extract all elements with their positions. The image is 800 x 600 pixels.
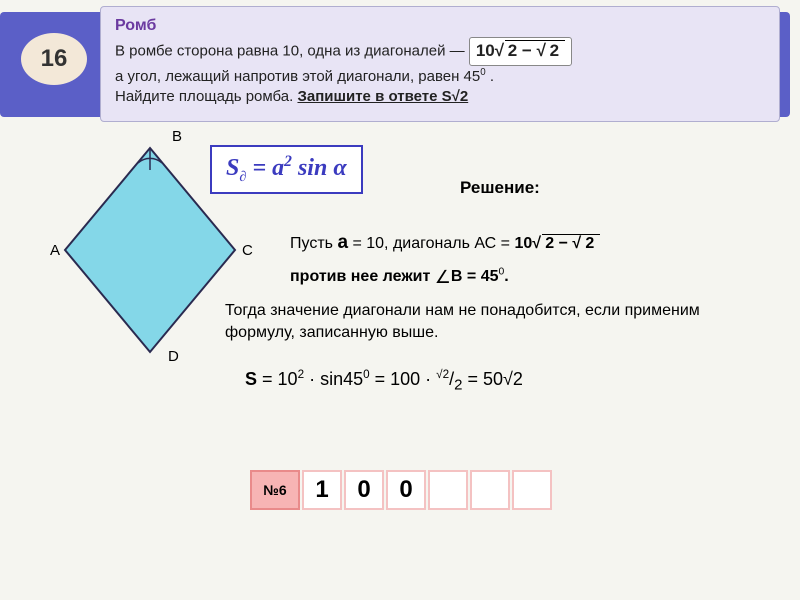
solution-body: Пусть а = 10, диагональ АС = 102 − 2 про… — [290, 230, 760, 288]
sol-diag-formula: 102 − 2 — [514, 235, 600, 252]
sol-p1b: = 10, диагональ АС = — [348, 235, 514, 252]
sol-p2tail: . — [504, 268, 508, 285]
sol-p2a: против нее лежит — [290, 268, 435, 285]
vertex-c: C — [242, 242, 253, 259]
answer-cell-2[interactable]: 0 — [344, 470, 384, 510]
solution-label: Решение: — [460, 178, 540, 198]
problem-line-3a: Найдите площадь ромба. — [115, 88, 297, 105]
solution-then: Тогда значение диагонали нам не понадоби… — [225, 300, 760, 343]
problem-line-3: Найдите площадь ромба. Запишите в ответе… — [115, 87, 765, 107]
diagonal-formula-chip: 102 − 2 — [469, 37, 572, 66]
vertex-a: A — [50, 242, 60, 259]
problem-line-1-text: В ромбе сторона равна 10, одна из диагон… — [115, 42, 465, 59]
problem-line-1: В ромбе сторона равна 10, одна из диагон… — [115, 37, 765, 66]
answer-row: №6 1 0 0 — [250, 470, 554, 510]
sol-var-a: а — [337, 232, 348, 253]
answer-cell-3[interactable]: 0 — [386, 470, 426, 510]
answer-cell-1[interactable]: 1 — [302, 470, 342, 510]
sol-p2b: В = 45 — [451, 268, 499, 285]
answer-cell-5[interactable] — [470, 470, 510, 510]
problem-line-2: а угол, лежащий напротив этой диагонали,… — [115, 66, 765, 87]
answer-cell-6[interactable] — [512, 470, 552, 510]
s-computation: S = 102 · sin450 = 100 · √2/2 = 50√2 — [245, 368, 523, 394]
problem-number: 16 — [41, 45, 68, 73]
vertex-d: D — [168, 348, 179, 365]
problem-line-3b: Запишите в ответе S√2 — [297, 88, 468, 105]
problem-line-2-text: а угол, лежащий напротив этой диагонали,… — [115, 68, 480, 85]
angle-icon: ∠ — [435, 265, 451, 290]
problem-number-badge: 16 — [18, 30, 90, 88]
problem-title: Ромб — [115, 15, 765, 37]
problem-line-2-tail: . — [486, 68, 494, 85]
solution-line-1: Пусть а = 10, диагональ АС = 102 − 2 — [290, 230, 760, 257]
problem-statement: Ромб В ромбе сторона равна 10, одна из д… — [100, 6, 780, 122]
vertex-b: B — [172, 128, 182, 145]
area-formula-box: S∂ = a2 sin α — [210, 145, 363, 194]
answer-cell-4[interactable] — [428, 470, 468, 510]
answer-label: №6 — [250, 470, 300, 510]
sol-p1a: Пусть — [290, 235, 337, 252]
solution-line-2: против нее лежит ∠В = 450. — [290, 263, 760, 288]
